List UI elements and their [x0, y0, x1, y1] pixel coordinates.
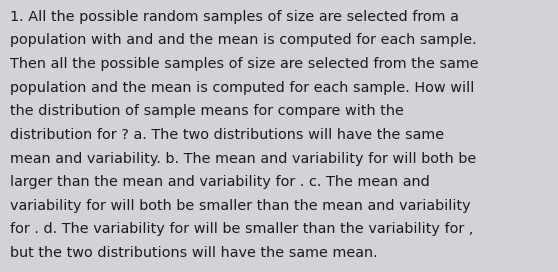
Text: larger than the mean and variability for . c. The mean and: larger than the mean and variability for… [10, 175, 430, 189]
Text: mean and variability. b. The mean and variability for will both be: mean and variability. b. The mean and va… [10, 152, 477, 165]
Text: population and the mean is computed for each sample. How will: population and the mean is computed for … [10, 81, 474, 94]
Text: 1. All the possible random samples of size are selected from a: 1. All the possible random samples of si… [10, 10, 459, 23]
Text: distribution for ? a. The two distributions will have the same: distribution for ? a. The two distributi… [10, 128, 444, 142]
Text: but the two distributions will have the same mean.: but the two distributions will have the … [10, 246, 378, 260]
Text: Then all the possible samples of size are selected from the same: Then all the possible samples of size ar… [10, 57, 479, 71]
Text: population with and and the mean is computed for each sample.: population with and and the mean is comp… [10, 33, 477, 47]
Text: for . d. The variability for will be smaller than the variability for ,: for . d. The variability for will be sma… [10, 222, 473, 236]
Text: the distribution of sample means for compare with the: the distribution of sample means for com… [10, 104, 404, 118]
Text: variability for will both be smaller than the mean and variability: variability for will both be smaller tha… [10, 199, 470, 213]
